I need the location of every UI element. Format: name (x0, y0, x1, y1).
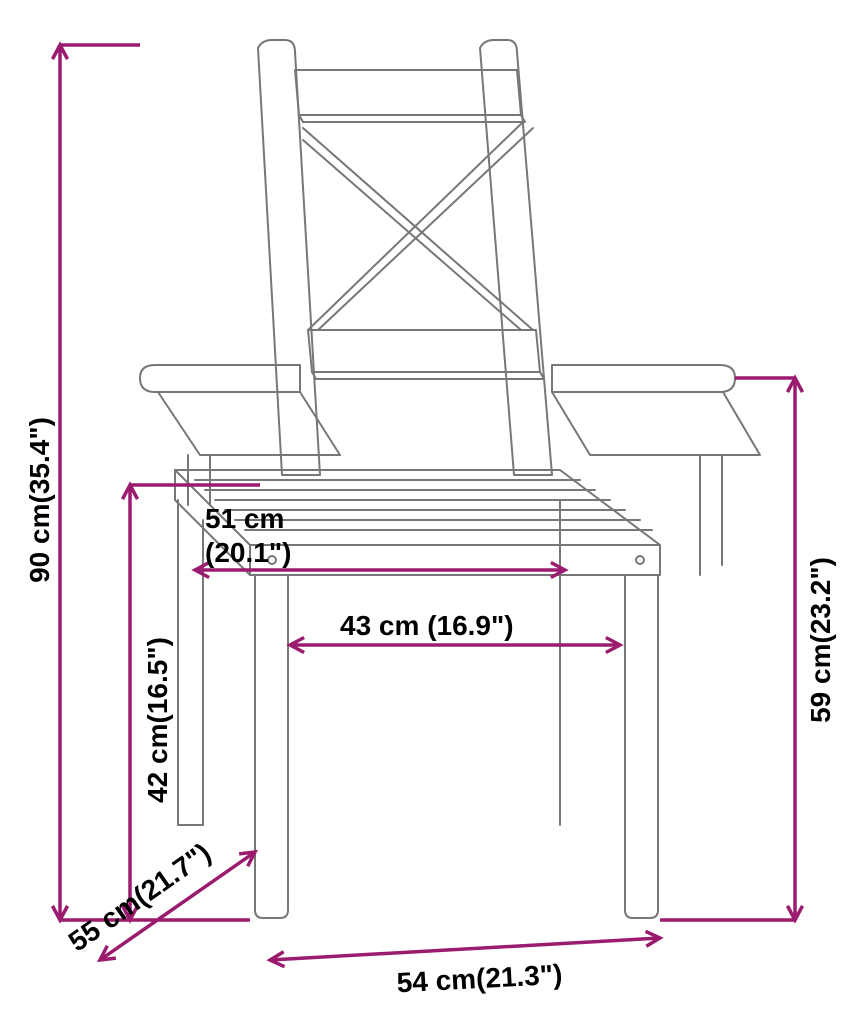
dim-seat-height: 42 cm(16.5") (142, 637, 173, 803)
dim-seat-depth-top-in: (20.1") (205, 537, 291, 568)
dim-width: 54 cm(21.3") (396, 959, 563, 999)
dim-total-height: 90 cm(35.4") (24, 417, 55, 583)
dim-arm-height: 59 cm(23.2") (805, 557, 836, 723)
dim-seat-width-inner: 43 cm (16.9") (340, 610, 514, 641)
dim-depth: 55 cm(21.7") (63, 837, 217, 958)
dim-seat-depth-top-cm: 51 cm (205, 503, 284, 534)
